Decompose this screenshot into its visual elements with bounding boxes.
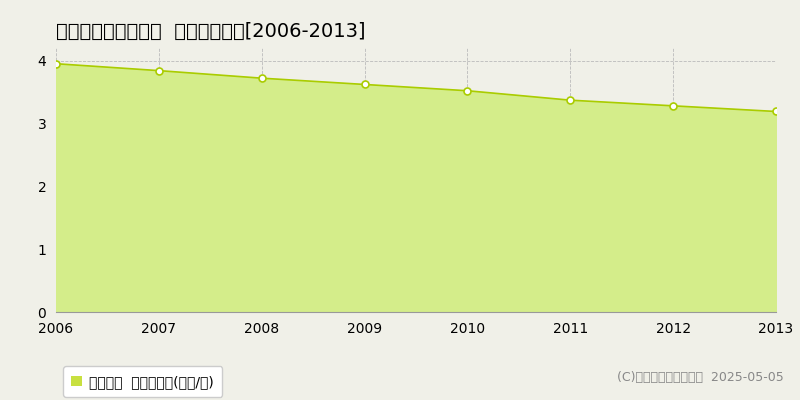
Text: (C)土地価格ドットコム  2025-05-05: (C)土地価格ドットコム 2025-05-05 [618, 371, 784, 384]
Text: 倉敷市船穂町柳井原  公示地価推移[2006-2013]: 倉敷市船穂町柳井原 公示地価推移[2006-2013] [56, 22, 366, 41]
Legend: 公示地価  平均坪単価(万円/坪): 公示地価 平均坪単価(万円/坪) [63, 366, 222, 397]
